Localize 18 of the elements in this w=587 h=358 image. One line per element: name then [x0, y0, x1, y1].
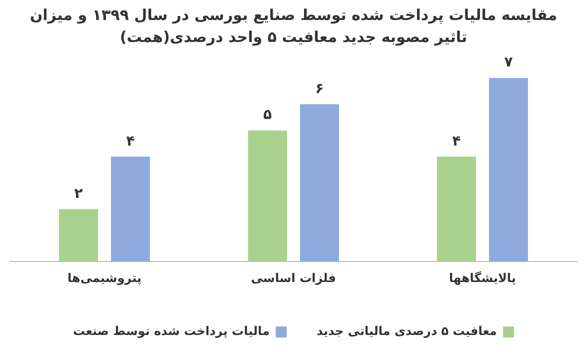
chart-title: مقایسه مالیات پرداخت شده توسط صنایع بورسی در سال ۱۳۹۹ و میزان تاثیر مصوبه جدید معافیت ۵ واحد درصدی(همت)	[28, 5, 558, 48]
bar	[488, 78, 528, 262]
data-label: ۶	[315, 80, 324, 97]
x-tick-label: پتروشیمی‌ها	[67, 270, 142, 285]
bar	[248, 130, 288, 262]
data-label: ۵	[263, 107, 272, 124]
data-label: ۴	[452, 133, 462, 150]
bar	[59, 209, 98, 262]
legend-label: معافیت ۵ درصدی مالیاتی جدید	[316, 324, 497, 338]
bar	[300, 104, 339, 262]
x-tick-label: فلزات اساسی	[251, 270, 336, 285]
data-label: ۲	[74, 186, 84, 202]
bar	[437, 156, 476, 262]
data-label: ۴	[126, 133, 136, 150]
bar	[110, 156, 150, 262]
data-label: ۷	[504, 54, 514, 71]
legend-label: مالیات پرداخت شده توسط صنعت	[73, 324, 270, 338]
x-tick-label: پالایشگاهها	[449, 270, 516, 285]
